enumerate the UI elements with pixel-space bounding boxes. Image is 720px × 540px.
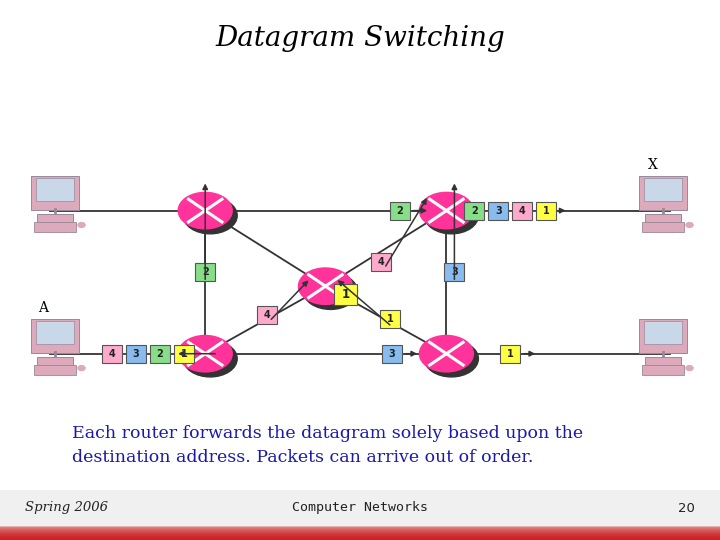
FancyBboxPatch shape [32, 319, 78, 353]
Ellipse shape [179, 192, 232, 229]
Text: 2: 2 [202, 267, 209, 277]
FancyBboxPatch shape [500, 345, 520, 363]
FancyBboxPatch shape [32, 176, 78, 210]
Text: Spring 2006: Spring 2006 [25, 502, 108, 515]
Ellipse shape [183, 198, 237, 234]
Text: 20: 20 [678, 502, 695, 515]
FancyBboxPatch shape [382, 345, 402, 363]
FancyBboxPatch shape [0, 532, 720, 534]
FancyBboxPatch shape [644, 321, 682, 343]
FancyBboxPatch shape [0, 530, 720, 531]
Text: 2: 2 [471, 206, 478, 215]
Text: 4: 4 [378, 258, 384, 267]
FancyBboxPatch shape [36, 321, 74, 343]
Text: A: A [38, 301, 48, 315]
Ellipse shape [299, 268, 353, 305]
FancyBboxPatch shape [37, 357, 73, 366]
FancyBboxPatch shape [488, 201, 508, 220]
FancyBboxPatch shape [36, 178, 74, 200]
Ellipse shape [78, 222, 85, 227]
FancyBboxPatch shape [126, 345, 146, 363]
FancyBboxPatch shape [0, 529, 720, 530]
FancyBboxPatch shape [444, 263, 464, 281]
FancyBboxPatch shape [642, 365, 685, 375]
Text: Datagram Switching: Datagram Switching [215, 24, 505, 51]
FancyBboxPatch shape [0, 534, 720, 536]
Text: 2: 2 [397, 206, 403, 215]
Ellipse shape [424, 198, 478, 234]
FancyBboxPatch shape [150, 345, 170, 363]
Text: 1: 1 [543, 206, 550, 215]
FancyBboxPatch shape [642, 222, 685, 232]
FancyBboxPatch shape [102, 345, 122, 363]
FancyBboxPatch shape [0, 528, 720, 530]
Text: 1: 1 [341, 288, 349, 301]
FancyBboxPatch shape [372, 253, 391, 272]
Text: 1: 1 [507, 349, 513, 359]
Text: Each router forwards the datagram solely based upon the
destination address. Pac: Each router forwards the datagram solely… [72, 425, 583, 465]
FancyBboxPatch shape [0, 538, 720, 539]
Text: X: X [648, 158, 658, 172]
FancyBboxPatch shape [0, 526, 720, 528]
FancyBboxPatch shape [37, 214, 73, 222]
FancyBboxPatch shape [0, 533, 720, 535]
FancyBboxPatch shape [380, 310, 400, 328]
Ellipse shape [686, 366, 693, 370]
FancyBboxPatch shape [0, 539, 720, 540]
FancyBboxPatch shape [644, 178, 682, 200]
FancyBboxPatch shape [639, 176, 687, 210]
Text: 4: 4 [519, 206, 526, 215]
FancyBboxPatch shape [195, 263, 215, 281]
FancyBboxPatch shape [0, 536, 720, 537]
Text: 1: 1 [181, 349, 187, 359]
Ellipse shape [424, 341, 478, 377]
Ellipse shape [78, 366, 85, 370]
Ellipse shape [686, 222, 693, 227]
Text: 4: 4 [109, 349, 115, 359]
Text: 3: 3 [389, 349, 395, 359]
Ellipse shape [419, 335, 474, 372]
Ellipse shape [179, 335, 232, 372]
FancyBboxPatch shape [174, 345, 194, 363]
FancyBboxPatch shape [513, 201, 532, 220]
Ellipse shape [419, 192, 474, 229]
FancyBboxPatch shape [0, 535, 720, 537]
Ellipse shape [183, 341, 237, 377]
Text: 3: 3 [451, 267, 458, 277]
FancyBboxPatch shape [536, 201, 557, 220]
Text: 1: 1 [387, 314, 393, 323]
FancyBboxPatch shape [464, 201, 485, 220]
FancyBboxPatch shape [34, 365, 76, 375]
FancyBboxPatch shape [257, 306, 277, 325]
FancyBboxPatch shape [0, 490, 720, 540]
FancyBboxPatch shape [390, 201, 410, 220]
FancyBboxPatch shape [639, 319, 687, 353]
FancyBboxPatch shape [334, 284, 357, 305]
Text: 2: 2 [157, 349, 163, 359]
FancyBboxPatch shape [0, 527, 720, 529]
Text: 3: 3 [495, 206, 502, 215]
FancyBboxPatch shape [644, 357, 681, 366]
Text: 4: 4 [264, 310, 271, 320]
Ellipse shape [303, 273, 357, 309]
FancyBboxPatch shape [644, 214, 681, 222]
FancyBboxPatch shape [34, 222, 76, 232]
FancyBboxPatch shape [0, 537, 720, 538]
Text: Computer Networks: Computer Networks [292, 502, 428, 515]
FancyBboxPatch shape [0, 531, 720, 532]
Text: 3: 3 [132, 349, 140, 359]
